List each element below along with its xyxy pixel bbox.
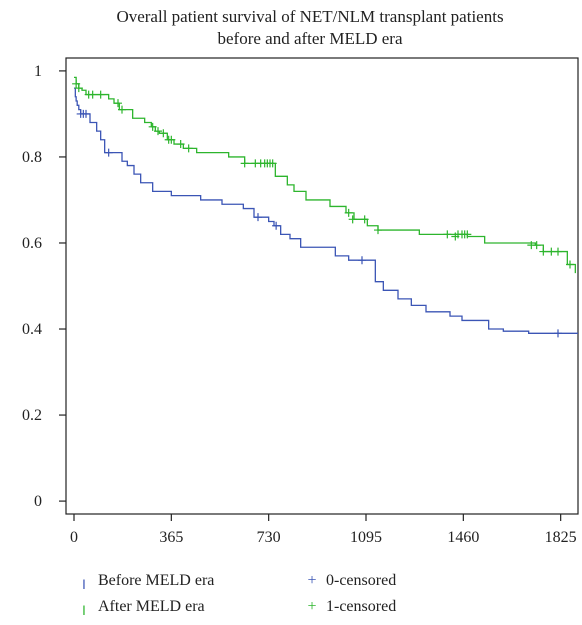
- legend-item: +1-censored: [307, 598, 396, 615]
- censor-mark: [547, 247, 556, 256]
- plot-area: [72, 76, 578, 338]
- legend-item: +0-censored: [307, 572, 396, 589]
- censor-mark: [374, 226, 382, 235]
- chart-title-line-2: before and after MELD era: [217, 29, 402, 48]
- y-tick-label: 1: [34, 63, 42, 80]
- censor-mark: [74, 84, 83, 93]
- censor-mark: [72, 79, 81, 88]
- y-tick-label: 0.4: [22, 321, 42, 338]
- legend-glyph: ╷: [79, 572, 89, 589]
- legend-glyph: +: [307, 572, 316, 589]
- censor-mark: [463, 230, 472, 239]
- censor-mark: [96, 90, 105, 99]
- censor-mark: [358, 256, 366, 265]
- legend-label: 1-censored: [326, 598, 396, 615]
- censor-mark: [154, 127, 162, 136]
- plot-frame: [65, 57, 579, 515]
- censor-mark: [104, 148, 113, 157]
- censor-mark: [184, 144, 193, 153]
- legend-label: 0-censored: [326, 572, 396, 589]
- censor-mark: [159, 129, 168, 138]
- x-tick-label: 730: [257, 529, 281, 546]
- censor-mark: [532, 241, 541, 250]
- legend-item: ╷ Before MELD era: [79, 572, 214, 589]
- y-tick-label: 0.2: [22, 407, 42, 424]
- censor-mark: [240, 159, 249, 168]
- y-axis: 0 0.2 0.4 0.6 0.8 1: [22, 63, 66, 510]
- censor-mark: [566, 260, 574, 269]
- censor-mark: [272, 221, 281, 230]
- x-tick-label: 1460: [447, 529, 479, 546]
- legend-label: Before MELD era: [98, 572, 214, 589]
- censor-mark: [254, 213, 262, 222]
- censor-mark: [554, 329, 562, 338]
- censor-mark: [344, 208, 353, 217]
- x-tick-label: 0: [70, 529, 78, 546]
- censor-mark: [539, 247, 548, 256]
- censor-mark: [148, 122, 157, 131]
- legend: ╷ Before MELD era +0-censored ╷ After MELD e…: [79, 572, 396, 615]
- legend-item: ╷ After MELD era: [79, 598, 204, 615]
- censor-mark: [443, 230, 452, 239]
- series-after-meld: [72, 76, 576, 274]
- censor-mark: [176, 140, 185, 149]
- x-axis: 0 365 730 1095 1460 1825: [70, 514, 577, 546]
- x-tick-label: 365: [159, 529, 183, 546]
- censor-mark: [554, 247, 562, 256]
- chart-title-line-1: Overall patient survival of NET/NLM tran…: [116, 7, 503, 26]
- censor-mark: [167, 135, 176, 144]
- y-tick-label: 0: [34, 493, 42, 510]
- legend-glyph: +: [307, 598, 316, 615]
- censor-mark: [268, 159, 277, 168]
- censor-mark: [348, 215, 357, 224]
- censor-mark: [114, 99, 122, 108]
- censor-mark: [82, 109, 90, 118]
- y-tick-label: 0.6: [22, 235, 42, 252]
- x-tick-label: 1095: [350, 529, 382, 546]
- censor-mark: [118, 105, 126, 114]
- legend-label: After MELD era: [98, 598, 205, 615]
- legend-glyph: ╷: [79, 598, 89, 615]
- censor-mark: [360, 215, 369, 224]
- series-before-meld: [74, 87, 578, 338]
- y-tick-label: 0.8: [22, 149, 42, 166]
- censor-mark: [88, 90, 97, 99]
- x-tick-label: 1825: [545, 529, 577, 546]
- survival-step-line: [74, 87, 578, 334]
- survival-step-line: [74, 76, 576, 274]
